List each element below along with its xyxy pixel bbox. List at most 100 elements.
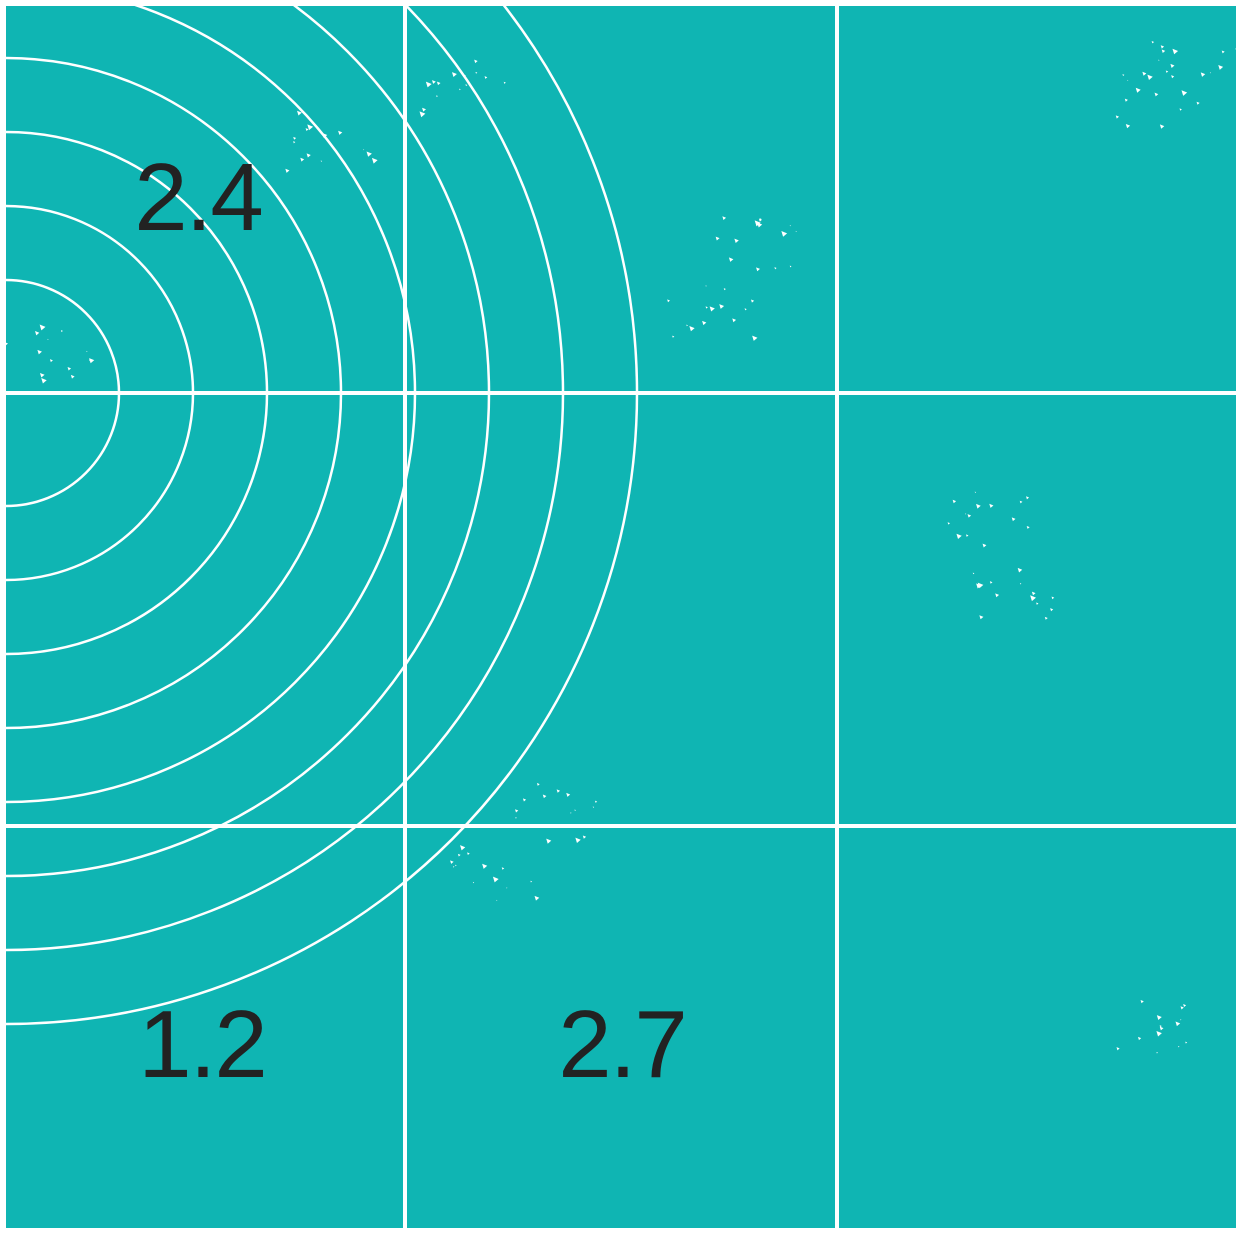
speckle <box>1142 71 1147 76</box>
speckle <box>574 809 576 811</box>
speckle <box>756 267 761 272</box>
speckle <box>451 72 457 77</box>
speckle <box>556 789 561 793</box>
speckle <box>702 320 707 326</box>
speckle <box>1159 1026 1164 1031</box>
speckle <box>686 324 688 327</box>
speckle <box>781 231 788 237</box>
speckle <box>70 374 75 379</box>
speckle <box>1159 124 1165 129</box>
speckle <box>1175 1021 1181 1027</box>
speckle <box>305 128 309 132</box>
speckle <box>536 783 540 786</box>
speckle <box>1156 1051 1158 1054</box>
speckle <box>37 349 42 355</box>
speckle <box>1019 500 1023 504</box>
speckle <box>1180 1019 1182 1021</box>
speckle <box>338 130 343 135</box>
speckle <box>1171 75 1175 79</box>
speckle <box>530 880 533 883</box>
speckle <box>501 867 505 870</box>
speckle <box>515 817 517 819</box>
speckle <box>1209 72 1211 74</box>
speckle <box>672 335 675 338</box>
speckle <box>744 308 747 311</box>
speckle <box>976 583 982 589</box>
speckle <box>1183 1004 1187 1007</box>
speckle <box>789 265 792 268</box>
speckle <box>297 110 302 116</box>
speckle <box>976 503 981 509</box>
speckle <box>1165 70 1169 73</box>
speckle <box>757 222 763 228</box>
speckle <box>1185 1041 1188 1044</box>
speckle <box>989 503 994 508</box>
speckle <box>967 514 972 518</box>
speckle <box>1011 517 1016 522</box>
speckle <box>475 71 478 74</box>
speckle <box>464 74 467 77</box>
speckle <box>989 581 993 584</box>
speckle <box>4 342 8 346</box>
speckle <box>1181 90 1188 96</box>
speckle <box>715 236 720 241</box>
speckle <box>594 800 598 803</box>
speckle <box>1160 45 1165 49</box>
speckle <box>1200 72 1206 77</box>
speckle <box>35 331 40 336</box>
speckle <box>1127 79 1129 81</box>
speckle <box>1137 1036 1142 1041</box>
speckle <box>1179 108 1182 111</box>
speckle <box>709 306 715 312</box>
speckle <box>1019 583 1022 585</box>
speckle <box>1161 49 1166 54</box>
speckle <box>460 845 466 851</box>
speckle <box>947 522 951 525</box>
speckle <box>728 257 734 262</box>
speckle <box>732 318 737 323</box>
speckle <box>49 359 53 363</box>
speckle <box>436 81 441 86</box>
speckle <box>1218 64 1224 70</box>
speckle <box>1196 101 1200 105</box>
speckle <box>41 378 47 384</box>
speckle <box>1125 123 1131 129</box>
speckle <box>467 852 470 855</box>
speckle <box>1156 1030 1162 1037</box>
speckle <box>582 835 587 839</box>
speckle <box>425 81 432 88</box>
speckle <box>484 76 488 79</box>
speckle <box>60 330 63 333</box>
speckle <box>86 350 88 353</box>
speckle <box>1050 608 1054 612</box>
speckle <box>39 324 46 331</box>
speckle <box>455 864 457 867</box>
speckle <box>1026 525 1030 529</box>
speckle <box>979 615 984 620</box>
speckle <box>1122 74 1125 77</box>
speckle <box>974 491 977 493</box>
speckle <box>1140 1000 1144 1004</box>
teal-background <box>6 6 1236 1228</box>
speckle <box>39 372 45 378</box>
speckle <box>1158 59 1160 61</box>
speckle <box>436 95 438 98</box>
speckle <box>982 543 987 548</box>
speckle <box>293 141 296 144</box>
grid-lines <box>6 6 1236 1234</box>
speckle <box>977 582 984 589</box>
speckle <box>1135 87 1141 93</box>
speckle <box>1026 496 1030 500</box>
speckle <box>472 881 475 884</box>
speckle <box>723 288 726 291</box>
speckle <box>705 285 707 287</box>
speckle <box>320 160 323 162</box>
speckle <box>1151 40 1155 44</box>
speckle <box>795 230 797 232</box>
speckle <box>457 853 461 857</box>
cell-value-bottom-middle: 2.7 <box>558 991 687 1098</box>
speckle <box>432 80 436 84</box>
speckle <box>705 306 708 309</box>
